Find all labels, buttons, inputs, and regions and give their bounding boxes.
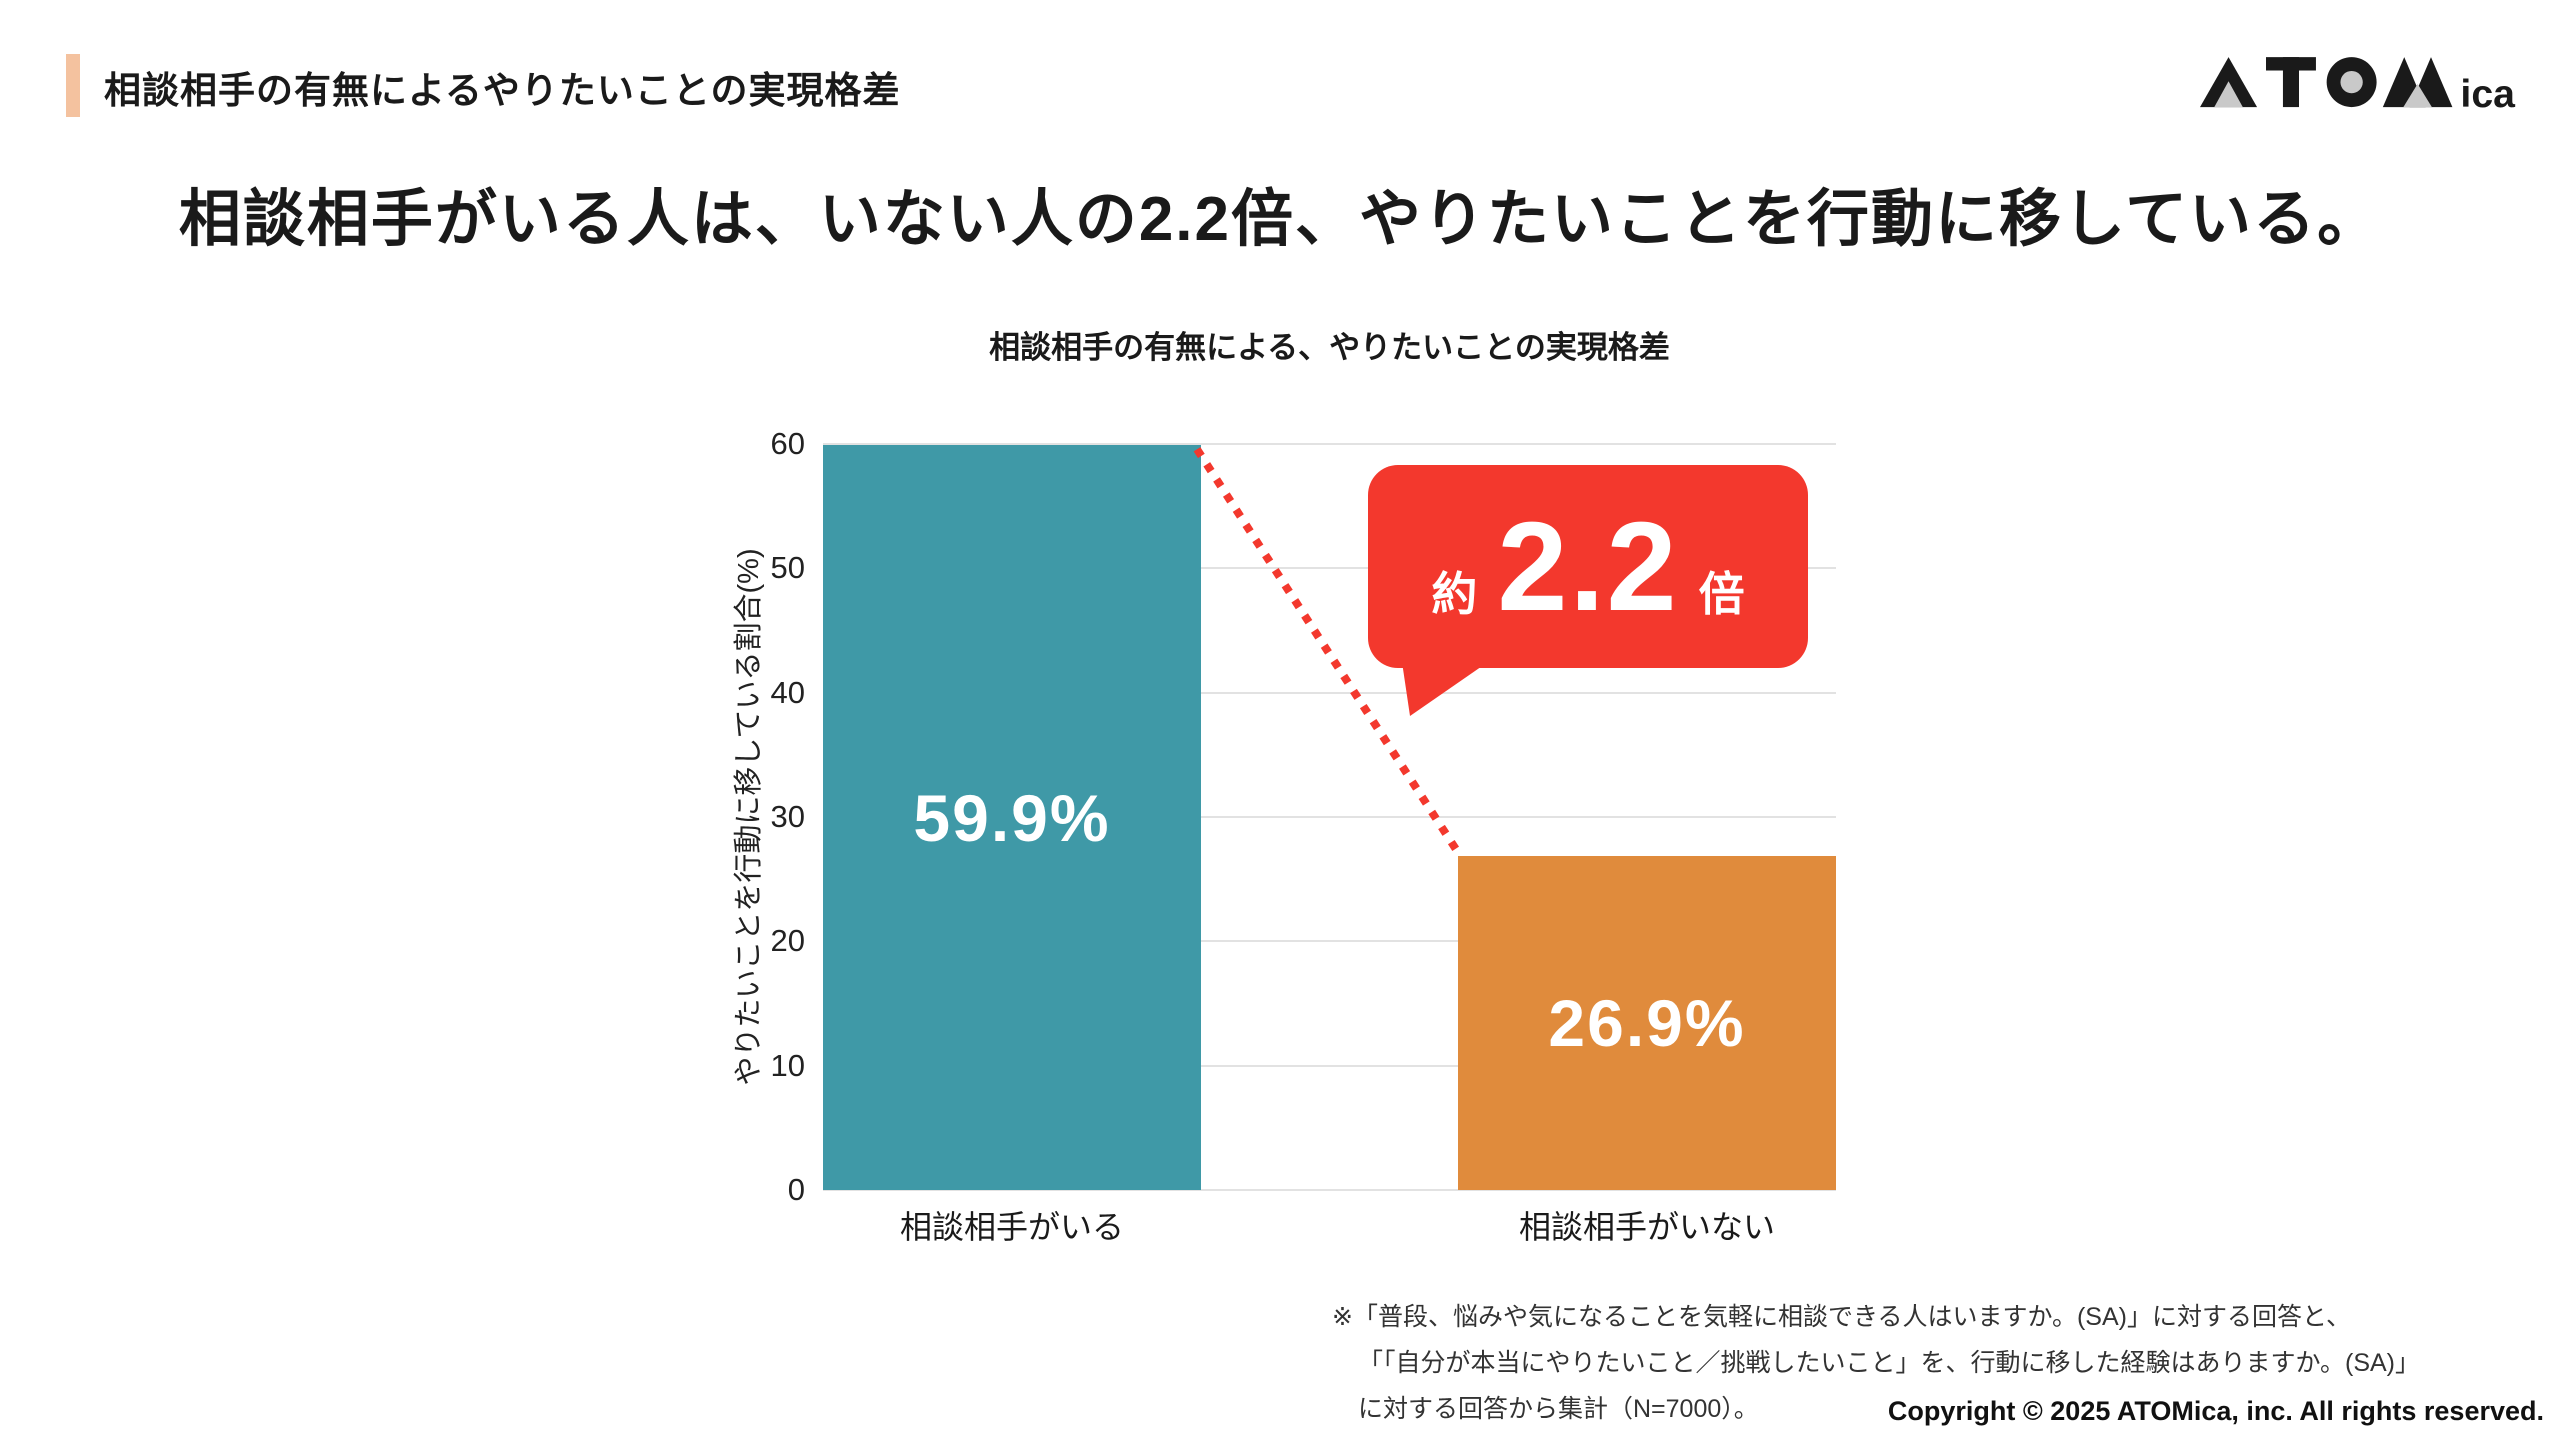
logo-atom-glyphs xyxy=(2200,57,2453,108)
footnote: ※「普段、悩みや気になることを気軽に相談できる人はいますか。(SA)」に対する回… xyxy=(1332,1294,2420,1432)
gridline xyxy=(823,1064,1836,1067)
bubble-suffix: 倍 xyxy=(1698,568,1745,620)
atomica-logo: ica xyxy=(2200,57,2516,112)
y-tick-label: 20 xyxy=(770,923,805,959)
y-tick-label: 10 xyxy=(770,1047,805,1083)
bar-value-label: 26.9% xyxy=(1548,985,1746,1060)
chart-title: 相談相手の有無による、やりたいことの実現格差 xyxy=(989,330,1670,365)
footnote-line: 「「自分が本当にやりたいこと／挑戦したいこと」を、行動に移した経験はありますか。… xyxy=(1358,1349,2421,1377)
header-accent-bar xyxy=(66,54,80,117)
logo-suffix-text: ica xyxy=(2460,72,2516,112)
y-axis-label: やりたいことを行動に移している割合(%) xyxy=(733,548,765,1086)
y-tick-label: 0 xyxy=(787,1172,805,1207)
y-tick-label: 60 xyxy=(770,426,805,461)
copyright: Copyright © 2025 ATOMica, inc. All right… xyxy=(1887,1396,2544,1426)
y-tick-label: 40 xyxy=(770,674,805,710)
bar-value-label: 59.9% xyxy=(913,780,1111,855)
gridline xyxy=(823,940,1836,943)
bubble-value: 2.2 xyxy=(1497,496,1679,637)
footnote-line: に対する回答から集計（N=7000）。 xyxy=(1358,1395,1759,1423)
bar: 26.9% xyxy=(1458,855,1836,1190)
ratio-callout-bubble: 約 2.2 倍 xyxy=(1368,465,1808,716)
bubble-prefix: 約 xyxy=(1431,568,1478,620)
gridline xyxy=(823,443,1836,445)
y-tick-label: 50 xyxy=(770,550,805,586)
bar: 59.9% xyxy=(823,445,1201,1190)
y-ticks: 0 10 20 30 40 50 60 xyxy=(735,426,805,1207)
footnote-line: ※「普段、悩みや気になることを気軽に相談できる人はいますか。(SA)」に対する回… xyxy=(1332,1303,2351,1331)
x-category-label: 相談相手がいる xyxy=(899,1209,1124,1245)
bubble-tail xyxy=(1402,662,1488,716)
main-title: 相談相手がいる人は、いない人の2.2倍、やりたいことを行動に移している。 xyxy=(178,185,2382,254)
gridline xyxy=(823,1189,1836,1191)
plot-area: 0 10 20 30 40 50 60 やりたいことを行動に移している割合(%) 59.9%… xyxy=(733,426,1836,1245)
bubble-text: 約 2.2 倍 xyxy=(1431,494,1744,639)
header-title: 相談相手の有無によるやりたいことの実現格差 xyxy=(104,70,901,111)
x-category-label: 相談相手がいない xyxy=(1518,1209,1775,1245)
y-tick-label: 30 xyxy=(770,799,805,834)
